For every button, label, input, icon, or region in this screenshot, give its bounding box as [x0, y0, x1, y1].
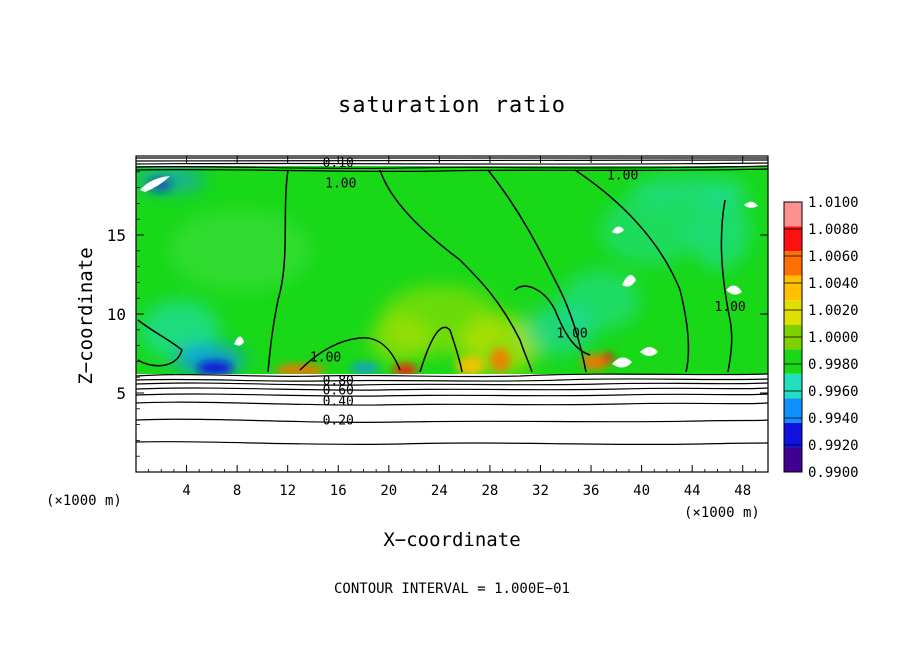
x-tick-label: 24 — [431, 483, 448, 499]
contour-label: 0.80 — [323, 374, 354, 389]
colorbar-swatch — [784, 300, 802, 325]
contour-label: 0.10 — [323, 156, 354, 171]
lower-contour-lines — [136, 373, 768, 446]
contour-label: 0.20 — [323, 414, 354, 429]
x-tick-label: 20 — [380, 483, 397, 499]
x-tick-label: 4 — [182, 483, 190, 499]
colorbar-swatch — [784, 447, 802, 472]
colorbar-swatch — [784, 202, 802, 227]
contour-label: 1.00 — [714, 300, 745, 315]
y-axis-label: Z−coordinate — [75, 247, 97, 384]
y-tick-label: 15 — [107, 226, 126, 245]
colorbar-label: 1.0060 — [808, 249, 859, 265]
colorbar-swatch — [784, 373, 802, 399]
plot-area — [136, 156, 768, 472]
x-tick-label: 36 — [583, 483, 600, 499]
contour-interval-note: CONTOUR INTERVAL = 1.000E−01 — [334, 581, 570, 597]
x-tick-label: 32 — [532, 483, 549, 499]
y-tick-label: 10 — [107, 305, 126, 324]
x-tick-label: 44 — [684, 483, 701, 499]
contour-label: 0.60 — [323, 384, 354, 399]
colorbar-label: 1.0020 — [808, 303, 859, 319]
y-axis: 5 10 15 — [107, 171, 768, 457]
colorbar-swatch — [784, 226, 802, 252]
z-units-label: (×1000 m) — [46, 493, 122, 509]
x-axis-label: X−coordinate — [383, 529, 520, 551]
colorbar-label: 0.9980 — [808, 357, 859, 373]
colorbar-label: 0.9900 — [808, 465, 859, 481]
colorbar-label: 1.0100 — [808, 195, 859, 211]
colorbar-swatch — [784, 398, 802, 423]
x-tick-label: 12 — [279, 483, 296, 499]
x-tick-label: 8 — [233, 483, 241, 499]
saturation-field — [136, 166, 768, 376]
x-tick-label: 40 — [633, 483, 650, 499]
y-tick-label: 5 — [116, 384, 126, 403]
contour-label: 1.00 — [310, 350, 341, 365]
chart-title: saturation ratio — [338, 93, 566, 118]
colorbar-label: 1.0000 — [808, 330, 859, 346]
contour-label: 1.00 — [325, 177, 356, 192]
upper-contour-band — [136, 157, 768, 173]
x-tick-label: 28 — [481, 483, 498, 499]
colorbar-label: 0.9920 — [808, 438, 859, 454]
x-tick-label: 16 — [330, 483, 347, 499]
colorbar-label: 1.0080 — [808, 222, 859, 238]
x-tick-label: 48 — [734, 483, 751, 499]
x-axis: 4 8 12 16 20 24 28 32 36 40 44 48 — [148, 156, 756, 499]
colorbar: 1.0100 1.0080 1.0060 1.0040 1.0020 1.0000 0.99… — [783, 195, 859, 481]
contour-label: 0.40 — [323, 395, 354, 410]
contour-label: 1.00 — [607, 169, 638, 184]
contour-lines-1-00 — [137, 169, 733, 373]
x-units-label: (×1000 m) — [684, 505, 760, 521]
colorbar-swatch — [784, 275, 802, 301]
colorbar-label: 0.9940 — [808, 411, 859, 427]
contour-label-group: 1.00 1.00 1.00 1.00 1.00 0.800.600.40 0.20 0.10 — [310, 156, 746, 429]
contour-label: 1.00 — [556, 327, 587, 342]
colorbar-label: 0.9960 — [808, 384, 859, 400]
colorbar-label: 1.0040 — [808, 276, 859, 292]
colorbar-swatch — [784, 251, 802, 276]
colorbar-swatch — [784, 422, 802, 448]
colorbar-swatch — [784, 349, 802, 374]
